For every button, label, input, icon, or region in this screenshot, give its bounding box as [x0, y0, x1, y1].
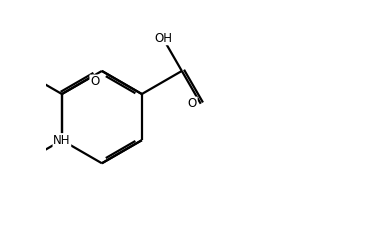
- Text: O: O: [90, 75, 99, 88]
- Text: O: O: [188, 97, 197, 110]
- Text: NH: NH: [53, 134, 70, 147]
- Text: OH: OH: [154, 32, 172, 45]
